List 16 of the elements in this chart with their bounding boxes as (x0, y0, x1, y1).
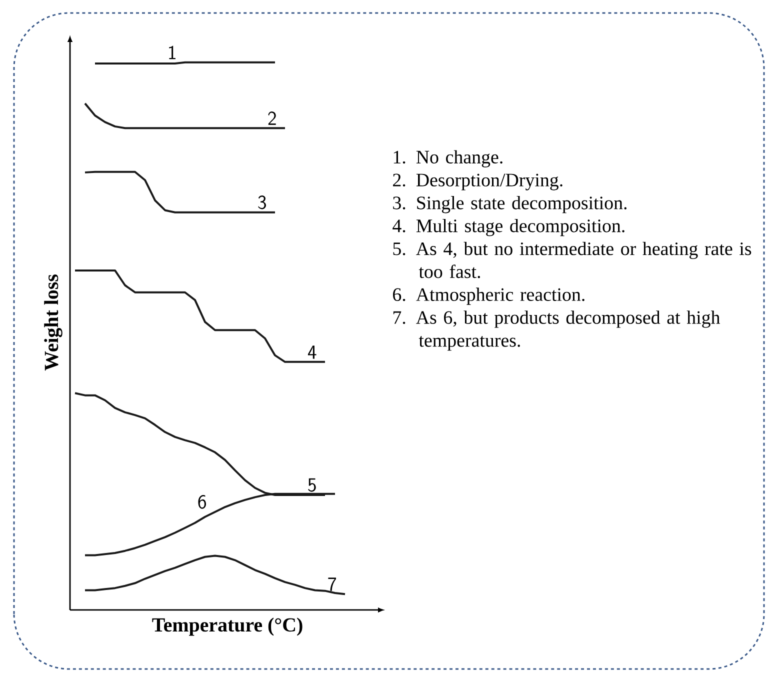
series-label: 3 (258, 196, 266, 210)
y-axis-title: Weight loss (44, 274, 62, 371)
text: 2. Desorption/Drying. (393, 174, 562, 190)
text: 4. Multi stage decomposition. (392, 218, 624, 236)
text: 7. As 6, but products decomposed at high temperatures. (393, 310, 720, 351)
series-label: 5 (308, 478, 316, 492)
series-label: 1 (169, 46, 176, 60)
x-axis-title: Temperature (°C) (152, 618, 302, 636)
text: 3. Single state decomposition. (393, 196, 627, 214)
series-label: 2 (268, 111, 276, 125)
text: 6. Atmospheric reaction. (393, 288, 584, 305)
text: 1. No change. (394, 150, 502, 168)
series-label: 4 (308, 346, 316, 359)
text: 5. As 4, but no intermediate or heating rate is too fast. (393, 242, 752, 278)
series-label: 7 (328, 578, 336, 591)
series-label: 6 (198, 495, 206, 509)
